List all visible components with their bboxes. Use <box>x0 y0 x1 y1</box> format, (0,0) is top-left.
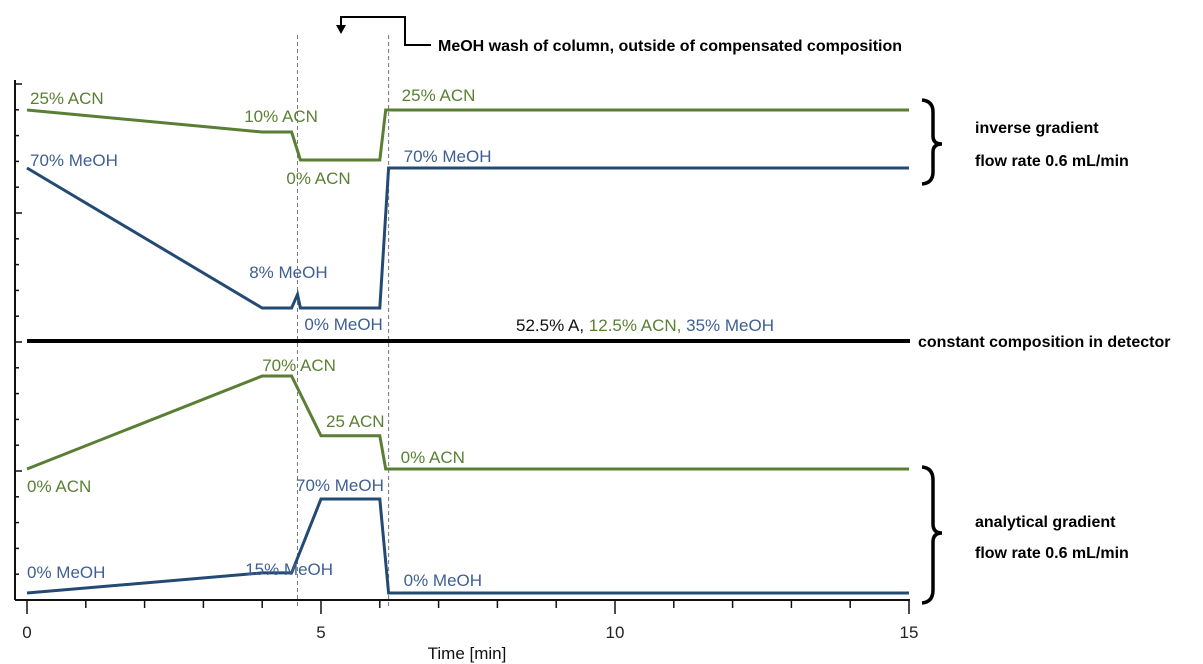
constant-composition-label: constant composition in detector <box>918 334 1170 351</box>
data-label: 0% MeOH <box>27 563 105 582</box>
inverse-acn-line <box>26 108 909 162</box>
axes: 0 5 10 15 <box>14 80 919 642</box>
constant-composition-text: 52.5% A, 12.5% ACN, 35% MeOH <box>516 316 774 335</box>
data-label: 0% MeOH <box>304 315 382 334</box>
annotation-arrow <box>340 16 431 46</box>
x-axis-title: Time [min] <box>428 644 507 663</box>
data-label: 0% ACN <box>401 448 465 467</box>
inverse-gradient-label: inverse gradient <box>975 120 1099 137</box>
analytical-meoh-line <box>26 497 909 595</box>
data-labels: 25% ACN 10% ACN 0% ACN 25% ACN 70% MeOH 8% Me… <box>27 86 491 590</box>
annotation-text: MeOH wash of column, outside of compensa… <box>438 38 902 55</box>
x-tick-label: 5 <box>316 623 325 642</box>
data-label: 25% ACN <box>402 86 476 105</box>
data-label: 70% ACN <box>262 356 336 375</box>
series-lines <box>26 108 909 595</box>
marker-lines <box>296 35 390 608</box>
data-label: 25 ACN <box>326 412 385 431</box>
data-label: 25% ACN <box>30 89 104 108</box>
data-label: 70% MeOH <box>30 151 118 170</box>
analytical-acn-line <box>26 374 909 471</box>
x-tick-label: 15 <box>900 623 919 642</box>
data-label: 15% MeOH <box>245 560 333 579</box>
inverse-flow-label: flow rate 0.6 mL/min <box>975 153 1129 170</box>
x-tick-label: 10 <box>606 623 625 642</box>
data-label: 0% ACN <box>27 477 91 496</box>
inverse-meoh-line <box>26 166 909 310</box>
data-label: 0% MeOH <box>404 571 482 590</box>
data-label: 70% MeOH <box>404 147 492 166</box>
analytical-gradient-label: analytical gradient <box>975 514 1116 531</box>
x-tick-label: 0 <box>22 623 31 642</box>
inverse-bracket <box>921 98 943 186</box>
data-label: 10% ACN <box>244 107 318 126</box>
analytical-bracket <box>921 465 943 605</box>
annotation-arrowhead <box>336 25 346 34</box>
data-label: 0% ACN <box>286 169 350 188</box>
data-label: 70% MeOH <box>296 476 384 495</box>
analytical-flow-label: flow rate 0.6 mL/min <box>975 545 1129 562</box>
data-label: 8% MeOH <box>249 263 327 282</box>
